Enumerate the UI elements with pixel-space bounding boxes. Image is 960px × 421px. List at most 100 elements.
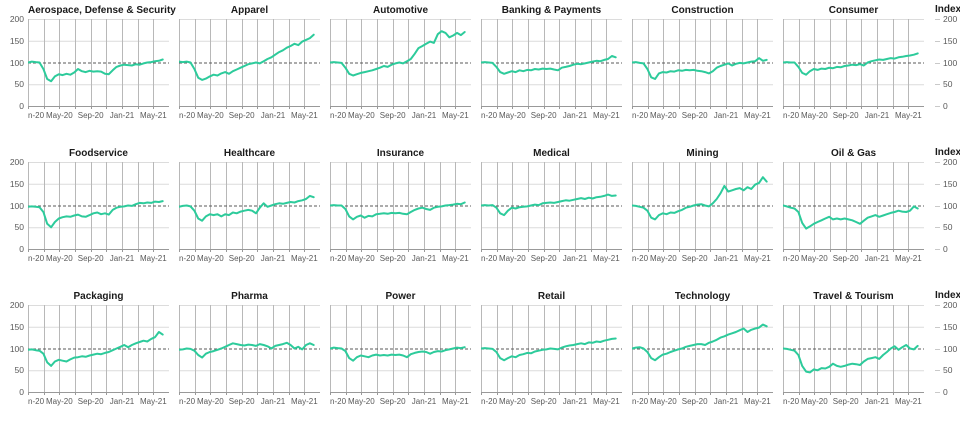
x-axis-tick-label: May-21 (291, 397, 318, 406)
x-axis-tick-label: Jan-21 (563, 254, 588, 263)
chart-row: 200 150 100 50 0 Packaging n-20 May-20 Sep-20 Jan… (1, 289, 960, 413)
x-axis-tick-label: May-21 (140, 111, 167, 120)
x-axis-tick-label: Jan-21 (714, 397, 739, 406)
chart-title: Banking & Payments (501, 5, 602, 16)
y-axis-tick-label: 0 (935, 101, 948, 111)
y-axis-tick-label: 50 (14, 79, 24, 90)
x-axis-tick-label: Jan-21 (412, 397, 437, 406)
y-axis-tick-label: 100 (934, 57, 958, 68)
chart-title: Aerospace, Defense & Security (28, 5, 176, 16)
x-axis-tick-label: May-20 (650, 111, 677, 120)
x-axis-tick-label: May-21 (593, 397, 620, 406)
x-axis-tick-label: May-21 (744, 254, 771, 263)
chart-row: 200 150 100 50 0 Foodservice n-20 May-20 Sep-20 J… (1, 146, 960, 270)
chart-plot: n-20 May-20 Sep-20 Jan-21 May-21 (481, 162, 622, 263)
y-axis-tick-label: 50 (934, 79, 953, 90)
data-line (330, 201, 466, 221)
x-axis-tick-label: Jan-21 (110, 397, 135, 406)
x-axis-tick-label: May-20 (499, 397, 526, 406)
x-axis-tick-label: Sep-20 (78, 254, 104, 263)
x-axis-tick-label: n-20 (330, 254, 347, 263)
y-axis-tick-label: 50 (934, 222, 953, 233)
data-line (632, 57, 768, 80)
x-axis-tick-label: Sep-20 (78, 111, 104, 120)
y-axis-tick-label: 200 (9, 157, 24, 167)
y-axis-tick-label: 200 (934, 14, 958, 24)
chart-title: Apparel (230, 5, 269, 16)
x-axis-tick-label: May-21 (744, 111, 771, 120)
y-axis-tick-label: 150 (934, 321, 958, 332)
x-axis-tick-label: May-21 (895, 111, 922, 120)
y-axis-tick-label: 100 (9, 200, 24, 211)
chart-cell: Consumer n-20 May-20 Sep-20 Jan-21 May-21 (783, 3, 934, 127)
x-axis-tick-label: n-20 (783, 254, 800, 263)
x-axis-tick-label: n-20 (179, 254, 196, 263)
x-axis-tick-label: Sep-20 (833, 254, 859, 263)
chart-plot: n-20 May-20 Sep-20 Jan-21 May-21 (783, 19, 924, 120)
y-axis-left: 200 150 100 50 0 (1, 3, 28, 127)
data-line (28, 331, 164, 367)
x-axis-tick-label: Sep-20 (229, 111, 255, 120)
x-axis-tick-label: May-21 (442, 397, 469, 406)
x-axis-tick-label: n-20 (783, 111, 800, 120)
x-axis-tick-label: May-21 (593, 254, 620, 263)
x-axis-tick-label: May-20 (499, 254, 526, 263)
x-axis-tick-label: May-20 (650, 397, 677, 406)
chart-title: Foodservice (69, 148, 128, 159)
y-axis-tick-label: 0 (19, 101, 24, 111)
y-axis-tick-label: 200 (9, 300, 24, 310)
chart-plot: n-20 May-20 Sep-20 Jan-21 May-21 (330, 305, 471, 406)
x-axis-tick-label: Jan-21 (714, 254, 739, 263)
x-axis-tick-label: May-20 (197, 254, 224, 263)
data-line (28, 200, 164, 229)
x-axis-tick-label: Jan-21 (412, 254, 437, 263)
x-axis-tick-label: May-20 (801, 111, 828, 120)
chart-title: Healthcare (223, 148, 276, 159)
chart-cell: Medical n-20 May-20 Sep-20 Jan-21 May-21 (481, 146, 632, 270)
chart-title: Automotive (373, 5, 428, 16)
x-axis-tick-label: Sep-20 (380, 397, 406, 406)
x-axis-tick-label: May-21 (140, 397, 167, 406)
x-axis-tick-label: Sep-20 (833, 397, 859, 406)
chart-cell: Construction n-20 May-20 Sep-20 Jan-21 May-21 (632, 3, 783, 127)
chart-plot: n-20 May-20 Sep-20 Jan-21 May-21 (28, 19, 169, 120)
data-line (783, 52, 919, 76)
y-axis-tick-label: 200 (934, 300, 958, 310)
x-axis-tick-label: Jan-21 (261, 397, 286, 406)
data-line (783, 204, 919, 230)
x-axis-tick-label: Sep-20 (380, 111, 406, 120)
x-axis-tick-label: n-20 (481, 254, 498, 263)
chart-cell: Automotive n-20 May-20 Sep-20 Jan-21 May-21 (330, 3, 481, 127)
x-axis-tick-label: Jan-21 (261, 111, 286, 120)
chart-cell: Packaging n-20 May-20 Sep-20 Jan-21 May-21 (28, 289, 179, 413)
data-line (632, 176, 768, 221)
x-axis-tick-label: May-21 (291, 111, 318, 120)
x-axis-tick-label: Jan-21 (412, 111, 437, 120)
chart-plot: n-20 May-20 Sep-20 Jan-21 May-21 (28, 305, 169, 406)
x-axis-tick-label: n-20 (632, 254, 649, 263)
chart-title: Insurance (376, 148, 425, 159)
chart-plot: n-20 May-20 Sep-20 Jan-21 May-21 (481, 305, 622, 406)
x-axis-tick-label: n-20 (28, 254, 45, 263)
x-axis-tick-label: May-20 (197, 397, 224, 406)
x-axis-tick-label: n-20 (330, 397, 347, 406)
data-line (481, 337, 617, 362)
x-axis-tick-label: Jan-21 (865, 254, 890, 263)
x-axis-tick-label: May-20 (46, 111, 73, 120)
y-axis-tick-label: 0 (19, 244, 24, 254)
x-axis-tick-label: Sep-20 (531, 397, 557, 406)
chart-cell: Pharma n-20 May-20 Sep-20 Jan-21 May-21 (179, 289, 330, 413)
x-axis-tick-label: Sep-20 (833, 111, 859, 120)
x-axis-tick-label: Jan-21 (865, 111, 890, 120)
x-axis-tick-label: May-21 (140, 254, 167, 263)
x-axis-tick-label: n-20 (632, 397, 649, 406)
chart-cell: Oil & Gas n-20 May-20 Sep-20 Jan-21 May-21 (783, 146, 934, 270)
x-axis-tick-label: May-21 (895, 254, 922, 263)
y-axis-tick-label: 100 (934, 200, 958, 211)
x-axis-tick-label: n-20 (179, 111, 196, 120)
x-axis-tick-label: Jan-21 (110, 111, 135, 120)
chart-title: Retail (537, 291, 566, 302)
x-axis-tick-label: Jan-21 (563, 111, 588, 120)
x-axis-tick-label: n-20 (330, 111, 347, 120)
x-axis-tick-label: May-21 (291, 254, 318, 263)
